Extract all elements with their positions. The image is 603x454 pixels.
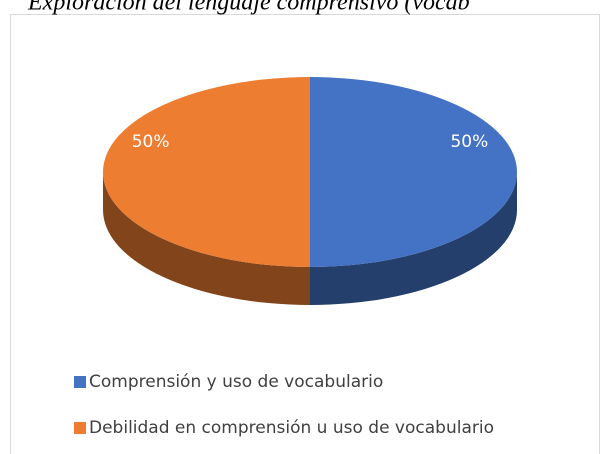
slice-side	[310, 172, 517, 305]
data-label: 50%	[450, 132, 488, 152]
chart-title: Exploración del lenguaje comprensivo (vo…	[27, 0, 470, 16]
legend-swatch	[74, 422, 86, 434]
legend-swatch	[74, 376, 86, 388]
slice	[103, 77, 310, 267]
slice	[310, 77, 517, 267]
legend-label: Debilidad en comprensión u uso de vocabu…	[89, 418, 494, 438]
data-label: 50%	[132, 132, 170, 152]
slice-side	[103, 172, 310, 305]
legend-label: Comprensión y uso de vocabulario	[89, 372, 383, 392]
